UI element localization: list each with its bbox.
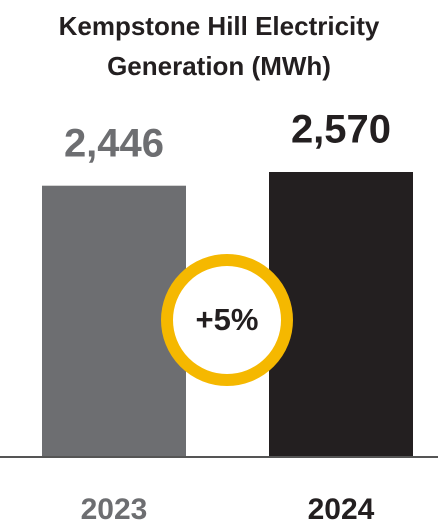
annotation-ring xyxy=(161,254,293,386)
x-tick-label: 2023 xyxy=(81,493,148,526)
annotation: +5% xyxy=(196,302,259,337)
chart-title: Kempstone Hill Electricity Generation (M… xyxy=(58,11,380,81)
value-label: 2,570 xyxy=(291,108,391,152)
value-label: 2,446 xyxy=(64,121,164,165)
bar xyxy=(269,172,413,456)
x-tick-label: 2024 xyxy=(308,493,375,526)
